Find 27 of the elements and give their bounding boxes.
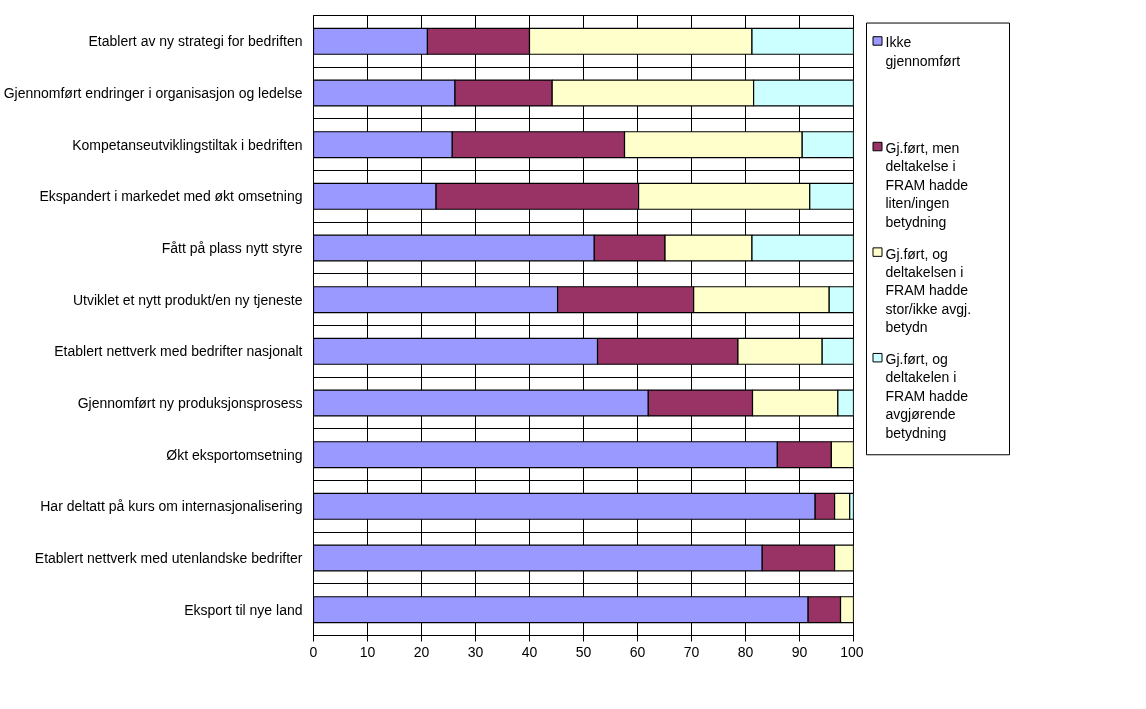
y-tick-label: Gjennomført endringer i organisasjon og ledelse [3,85,303,101]
y-tick-label: Etablert nettverk med bedrifter nasjonalt [54,343,303,360]
x-tick-label: 80 [737,643,754,660]
x-tick-label: 20 [413,643,430,660]
legend-label: Ikke gjennomført [885,34,961,69]
y-tick-label: Gjennomført ny produksjonsprosess [77,395,303,411]
legend-label: Gj.ført, og deltakelen i FRAM hadde avgjørende betydning [885,351,969,441]
x-tick-label: 60 [629,643,646,660]
y-tick-label: Ekspandert i markedet med økt omsetning [39,188,303,205]
x-tick-label: 90 [791,643,808,660]
y-tick-label: Har deltatt på kurs om internasjonalisering [40,498,303,515]
x-tick-label: 40 [521,643,538,660]
y-tick-label: Etablert av ny strategi for bedriften [88,33,303,50]
x-tick-label: 50 [575,643,592,660]
x-tick-label: 70 [683,643,700,660]
x-tick-label: 0 [309,643,318,660]
legend-label: Gj.ført, og deltakelsen i FRAM hadde stor/ikke avgj. betydn [885,245,972,336]
legend-label: Gj.ført, men deltakelse i FRAM hadde liten/ingen betydning [885,139,969,230]
y-tick-label: Fått på plass nytt styre [161,240,303,256]
y-tick-label: Utviklet et nytt produkt/en ny tjeneste [72,291,303,308]
y-tick-label: Kompetanseutviklingstiltak i bedriften [72,136,303,153]
y-tick-label: Eksport til nye land [184,601,303,618]
x-tick-label: 30 [467,643,484,660]
x-tick-label: 100 [840,643,864,660]
y-tick-label: Økt eksportomsetning [166,446,303,463]
y-tick-label: Etablert nettverk med utenlandske bedrifter [34,550,303,566]
x-tick-label: 10 [359,643,376,660]
